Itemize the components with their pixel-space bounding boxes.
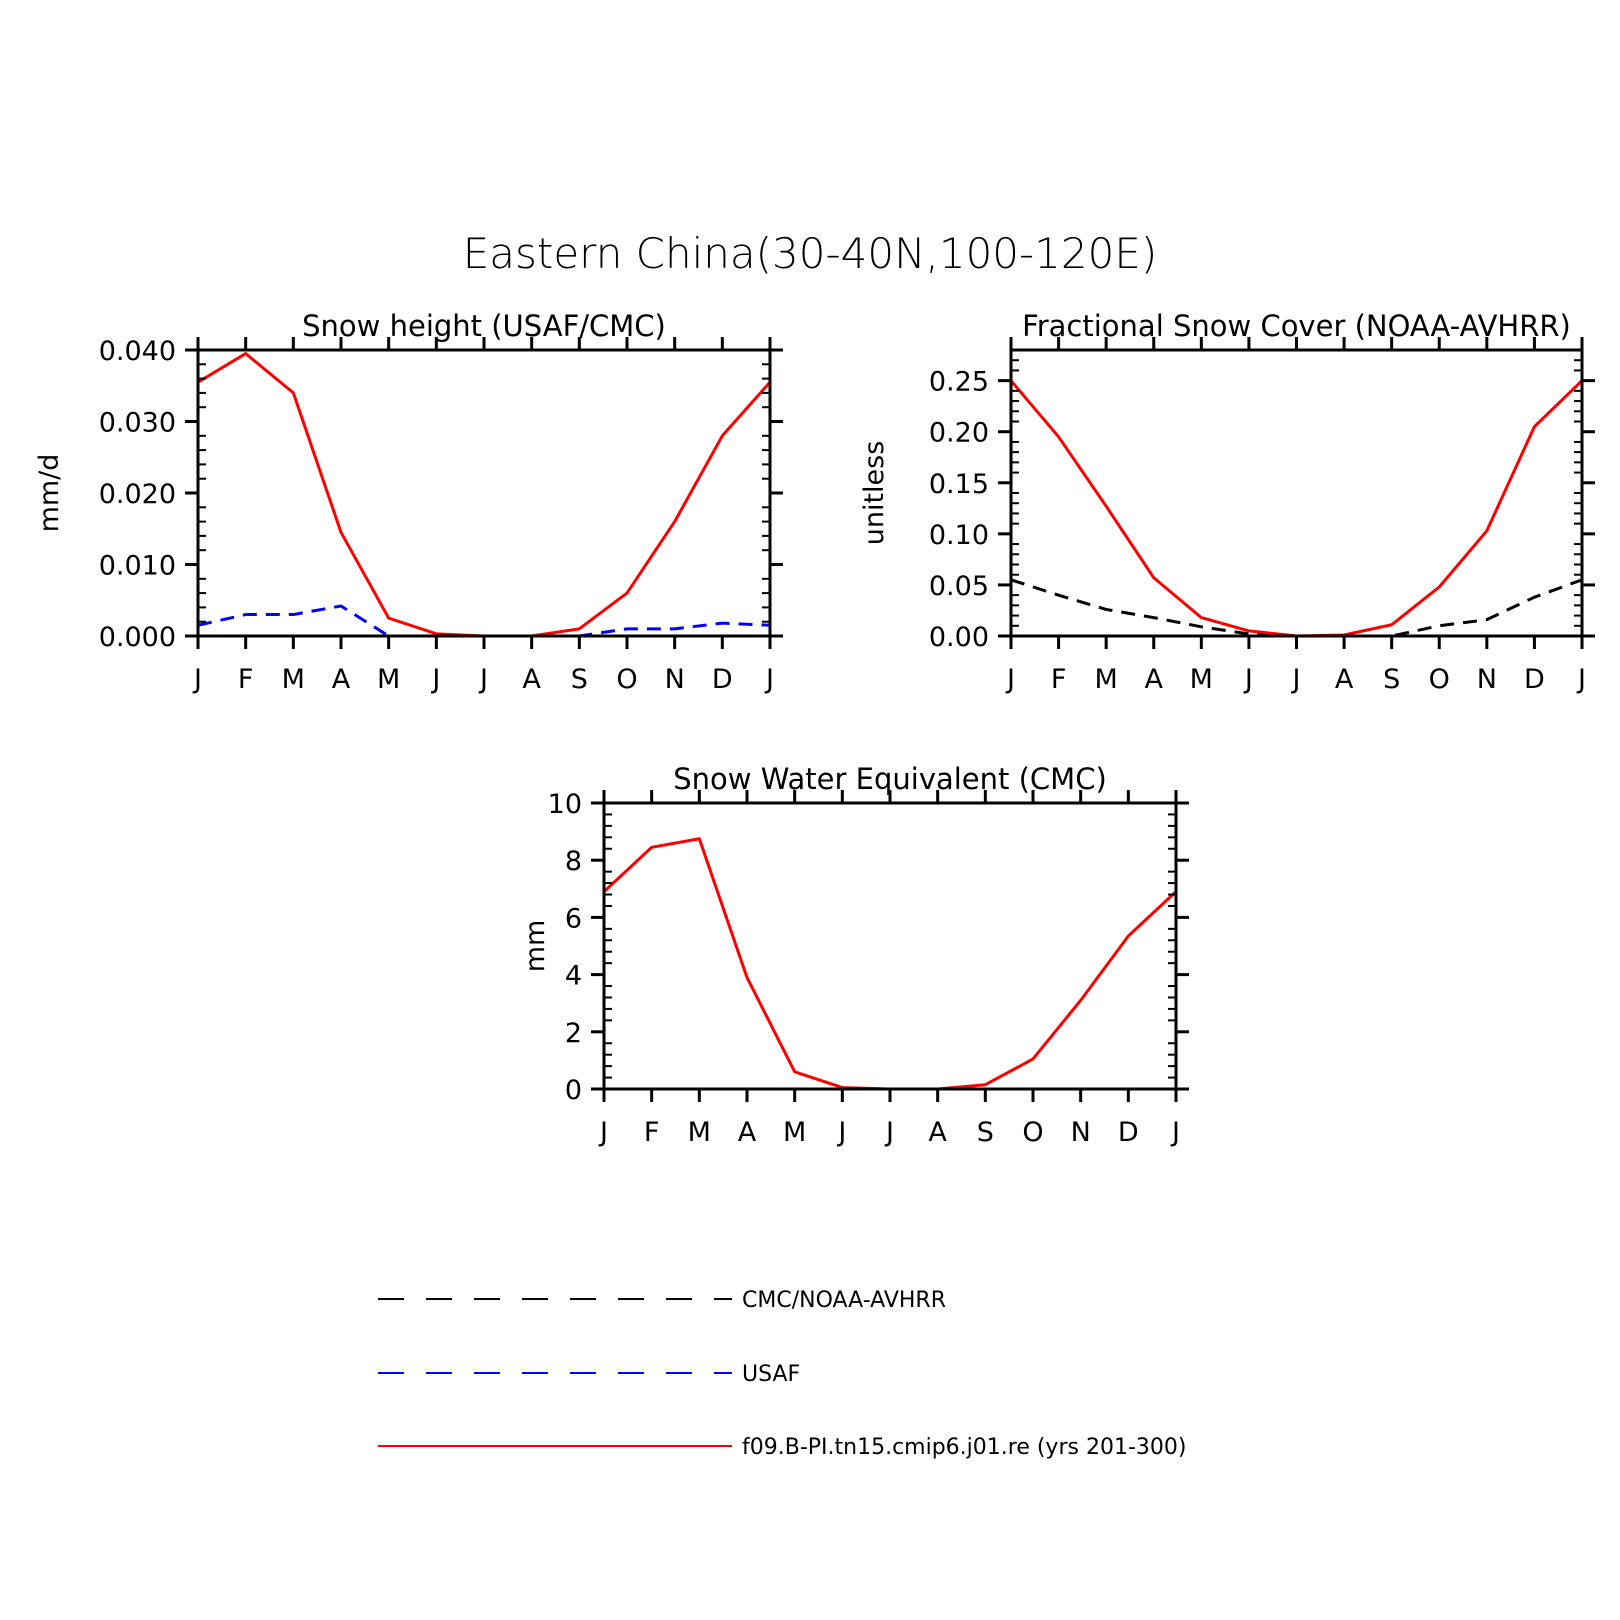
y-axis-label: mm/d: [34, 454, 65, 533]
x-tick-label: A: [332, 664, 351, 695]
x-tick-label: J: [192, 664, 202, 695]
series-line: [197, 352, 772, 638]
y-tick-label: 0.10: [929, 520, 989, 551]
panel-fractional-snow-cover: Fractional Snow Cover (NOAA-AVHRR)unitle…: [859, 309, 1595, 695]
x-tick-label: A: [522, 664, 541, 695]
plot-frame: [196, 348, 772, 638]
x-tick-label: O: [616, 664, 637, 695]
y-tick-label: 0: [565, 1075, 582, 1106]
x-tick-label: S: [977, 1117, 994, 1148]
x-tick-label: D: [1524, 664, 1545, 695]
legend: CMC/NOAA-AVHRR USAF f09.B-PI.tn15.cmip6.j0…: [378, 1288, 1186, 1460]
y-tick-label: 0.040: [99, 336, 176, 367]
y-tick-label: 0.010: [99, 551, 176, 582]
y-tick-label: 0.05: [929, 571, 989, 602]
x-tick-label: M: [282, 664, 305, 695]
y-axis-label: mm: [520, 920, 551, 973]
x-tick-label: J: [764, 664, 774, 695]
legend-label: f09.B-PI.tn15.cmip6.j01.re (yrs 201-300): [742, 1435, 1186, 1460]
x-tick-label: S: [571, 664, 588, 695]
x-tick-label: D: [712, 664, 733, 695]
y-axis-label: unitless: [859, 441, 890, 546]
x-tick-label: J: [836, 1117, 846, 1148]
y-tick-label: 0.00: [929, 622, 989, 653]
x-tick-label: F: [644, 1117, 660, 1148]
x-tick-label: M: [1095, 664, 1118, 695]
y-tick-label: 0.25: [929, 367, 989, 398]
y-tick-label: 0.20: [929, 418, 989, 449]
x-tick-label: A: [1335, 664, 1354, 695]
x-tick-label: J: [1170, 1117, 1180, 1148]
x-tick-label: D: [1118, 1117, 1139, 1148]
legend-label: CMC/NOAA-AVHRR: [742, 1288, 946, 1313]
x-tick-label: F: [238, 664, 254, 695]
x-tick-label: M: [377, 664, 400, 695]
series-line: [1010, 578, 1583, 638]
x-tick-label: N: [1071, 1117, 1091, 1148]
series-line: [602, 837, 1178, 1091]
y-tick-label: 10: [548, 789, 582, 820]
x-tick-label: O: [1429, 664, 1450, 695]
x-tick-label: J: [598, 1117, 608, 1148]
x-tick-label: J: [1243, 664, 1253, 695]
x-tick-label: N: [1477, 664, 1497, 695]
main-title: Eastern China(30-40N,100-120E): [463, 229, 1158, 278]
x-tick-label: J: [1005, 664, 1015, 695]
series-line: [1009, 379, 1584, 638]
y-tick-label: 6: [565, 903, 582, 934]
y-tick-label: 0.020: [99, 479, 176, 510]
x-tick-label: J: [478, 664, 488, 695]
y-tick-label: 8: [565, 846, 582, 877]
y-tick-label: 2: [565, 1018, 582, 1049]
x-tick-label: N: [665, 664, 685, 695]
x-tick-label: F: [1051, 664, 1067, 695]
legend-label: USAF: [742, 1362, 800, 1387]
x-tick-label: S: [1383, 664, 1400, 695]
panel-snow-water-equivalent: Snow Water Equivalent (CMC)mmJ F M A M J J A S O N…: [520, 762, 1189, 1148]
x-tick-label: J: [1291, 664, 1301, 695]
y-tick-label: 0.030: [99, 408, 176, 439]
y-tick-label: 4: [565, 961, 582, 992]
x-tick-label: M: [688, 1117, 711, 1148]
y-tick-label: 0.000: [99, 622, 176, 653]
x-tick-label: A: [928, 1117, 947, 1148]
x-tick-label: J: [884, 1117, 894, 1148]
x-tick-label: J: [430, 664, 440, 695]
x-tick-label: M: [1190, 664, 1213, 695]
series-line: [197, 604, 771, 638]
x-tick-label: A: [738, 1117, 757, 1148]
y-tick-label: 0.15: [929, 469, 989, 500]
plot-frame: [602, 801, 1178, 1091]
x-tick-label: A: [1145, 664, 1164, 695]
x-tick-label: J: [1576, 664, 1586, 695]
panel-snow-height: Snow height (USAF/CMC)mm/dJ F M A M J J A S O N D J0…: [34, 309, 783, 695]
x-tick-label: O: [1022, 1117, 1043, 1148]
x-tick-label: M: [783, 1117, 806, 1148]
